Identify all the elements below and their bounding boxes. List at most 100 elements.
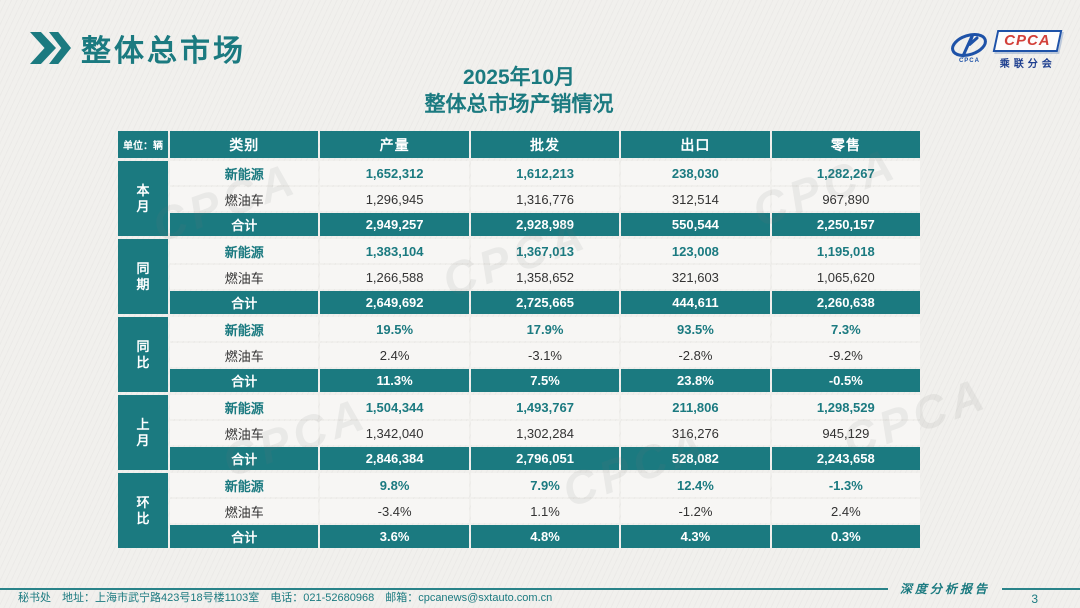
category-cell: 燃油车: [170, 499, 319, 523]
table-row-nev: 新能源 1,383,104 1,367,013 123,008 1,195,01…: [170, 239, 921, 263]
report-type-label: 深度分析报告: [899, 582, 990, 596]
slide-title-line1: 2025年10月: [462, 66, 576, 89]
category-cell: 燃油车: [170, 343, 319, 367]
value-cell: 967,890: [771, 187, 921, 211]
column-header-retail: 零售: [771, 131, 921, 158]
value-cell: 2.4%: [320, 343, 469, 367]
table-row-ice: 燃油车 -3.4% 1.1% -1.2% 2.4%: [170, 499, 921, 523]
value-cell: 1,266,588: [320, 265, 469, 289]
value-cell: 9.8%: [320, 473, 469, 497]
value-cell: 2,949,257: [320, 213, 469, 236]
footer-rule: 深度分析报告: [0, 580, 1080, 597]
cpca-subtitle: 乘联分会: [999, 59, 1056, 70]
table-row-ice: 燃油车 1,266,588 1,358,652 321,603 1,065,62…: [170, 265, 921, 289]
value-cell: 1,493,767: [470, 395, 620, 419]
cpca-swoosh-icon: CPCA: [949, 30, 989, 64]
value-cell: 1,065,620: [771, 265, 921, 289]
category-cell: 新能源: [170, 395, 319, 419]
production-sales-table: 单位：辆 类别 产量 批发 出口 零售 本月 新能源 1,652,312 1,6…: [118, 131, 921, 548]
group-label: 同期: [118, 239, 168, 314]
column-header-category: 类别: [170, 131, 319, 158]
category-cell: 燃油车: [170, 187, 319, 211]
category-cell: 燃油车: [170, 421, 319, 445]
value-cell: 23.8%: [621, 369, 770, 392]
value-cell: 321,603: [621, 265, 770, 289]
value-cell: 444,611: [621, 291, 770, 314]
category-cell: 合计: [170, 213, 319, 236]
slide-title: 2025年10月 整体总市场产销情况: [118, 64, 920, 119]
value-cell: 238,030: [621, 161, 770, 185]
value-cell: 0.3%: [771, 525, 921, 548]
value-cell: 7.3%: [771, 317, 921, 341]
value-cell: -1.3%: [771, 473, 921, 497]
category-cell: 燃油车: [170, 265, 319, 289]
table-group-yoy: 同比 新能源 19.5% 17.9% 93.5% 7.3% 燃油车 2.4% -…: [118, 317, 921, 392]
footer-contact-info: 秘书处 地址：上海市武宁路423号18号楼1103室 电话：021-526809…: [18, 592, 553, 604]
value-cell: 2,250,157: [771, 213, 921, 236]
value-cell: 550,544: [621, 213, 770, 236]
value-cell: -0.5%: [771, 369, 921, 392]
page-number: 3: [1031, 592, 1038, 606]
column-header-production: 产量: [320, 131, 469, 158]
value-cell: 316,276: [621, 421, 770, 445]
group-label: 同比: [118, 317, 168, 392]
double-chevron-icon: [30, 32, 71, 64]
value-cell: 312,514: [621, 187, 770, 211]
value-cell: 1,282,267: [771, 161, 921, 185]
group-label: 本月: [118, 161, 168, 236]
table-row-total: 合计 2,846,384 2,796,051 528,082 2,243,658: [170, 447, 921, 470]
category-cell: 新能源: [170, 239, 319, 263]
category-cell: 新能源: [170, 161, 319, 185]
table-row-total: 合计 3.6% 4.8% 4.3% 0.3%: [170, 525, 921, 548]
value-cell: 1,383,104: [320, 239, 469, 263]
value-cell: 2,846,384: [320, 447, 469, 470]
category-cell: 合计: [170, 369, 319, 392]
value-cell: 4.3%: [621, 525, 770, 548]
slide-title-line2: 整体总市场产销情况: [424, 93, 614, 117]
value-cell: 2.4%: [771, 499, 921, 523]
table-row-ice: 燃油车 1,342,040 1,302,284 316,276 945,129: [170, 421, 921, 445]
table-row-nev: 新能源 1,652,312 1,612,213 238,030 1,282,26…: [170, 161, 921, 185]
value-cell: -3.4%: [320, 499, 469, 523]
column-header-export: 出口: [621, 131, 770, 158]
chevron-icon: [30, 32, 56, 64]
section-header: 整体总市场: [30, 26, 246, 70]
value-cell: 11.3%: [320, 369, 469, 392]
value-cell: 1,342,040: [320, 421, 469, 445]
value-cell: 1,358,652: [470, 265, 620, 289]
value-cell: 1,367,013: [470, 239, 620, 263]
table-header-row: 单位：辆 类别 产量 批发 出口 零售: [118, 131, 921, 158]
table-group-same-period: 同期 新能源 1,383,104 1,367,013 123,008 1,195…: [118, 239, 921, 314]
table-row-nev: 新能源 1,504,344 1,493,767 211,806 1,298,52…: [170, 395, 921, 419]
category-cell: 合计: [170, 447, 319, 470]
value-cell: 1,316,776: [470, 187, 620, 211]
value-cell: 19.5%: [320, 317, 469, 341]
value-cell: 211,806: [621, 395, 770, 419]
unit-label: 单位：辆: [118, 131, 168, 158]
table-row-ice: 燃油车 1,296,945 1,316,776 312,514 967,890: [170, 187, 921, 211]
value-cell: 2,796,051: [470, 447, 620, 470]
table-row-total: 合计 11.3% 7.5% 23.8% -0.5%: [170, 369, 921, 392]
table-row-nev: 新能源 19.5% 17.9% 93.5% 7.3%: [170, 317, 921, 341]
value-cell: 17.9%: [470, 317, 620, 341]
page-title: 整体总市场: [81, 35, 246, 68]
value-cell: 123,008: [621, 239, 770, 263]
cpca-wordmark: CPCA: [993, 30, 1063, 52]
value-cell: 12.4%: [621, 473, 770, 497]
group-label: 上月: [118, 395, 168, 470]
value-cell: 2,243,658: [771, 447, 921, 470]
table-row-total: 合计 2,949,257 2,928,989 550,544 2,250,157: [170, 213, 921, 236]
table-row-ice: 燃油车 2.4% -3.1% -2.8% -9.2%: [170, 343, 921, 367]
value-cell: 2,928,989: [470, 213, 620, 236]
value-cell: 1,298,529: [771, 395, 921, 419]
value-cell: 1,504,344: [320, 395, 469, 419]
value-cell: -3.1%: [470, 343, 620, 367]
value-cell: 528,082: [621, 447, 770, 470]
value-cell: 1,296,945: [320, 187, 469, 211]
value-cell: 1.1%: [470, 499, 620, 523]
table-row-total: 合计 2,649,692 2,725,665 444,611 2,260,638: [170, 291, 921, 314]
value-cell: 1,195,018: [771, 239, 921, 263]
cpca-small-text: CPCA: [958, 58, 980, 64]
value-cell: 4.8%: [470, 525, 620, 548]
value-cell: -2.8%: [621, 343, 770, 367]
